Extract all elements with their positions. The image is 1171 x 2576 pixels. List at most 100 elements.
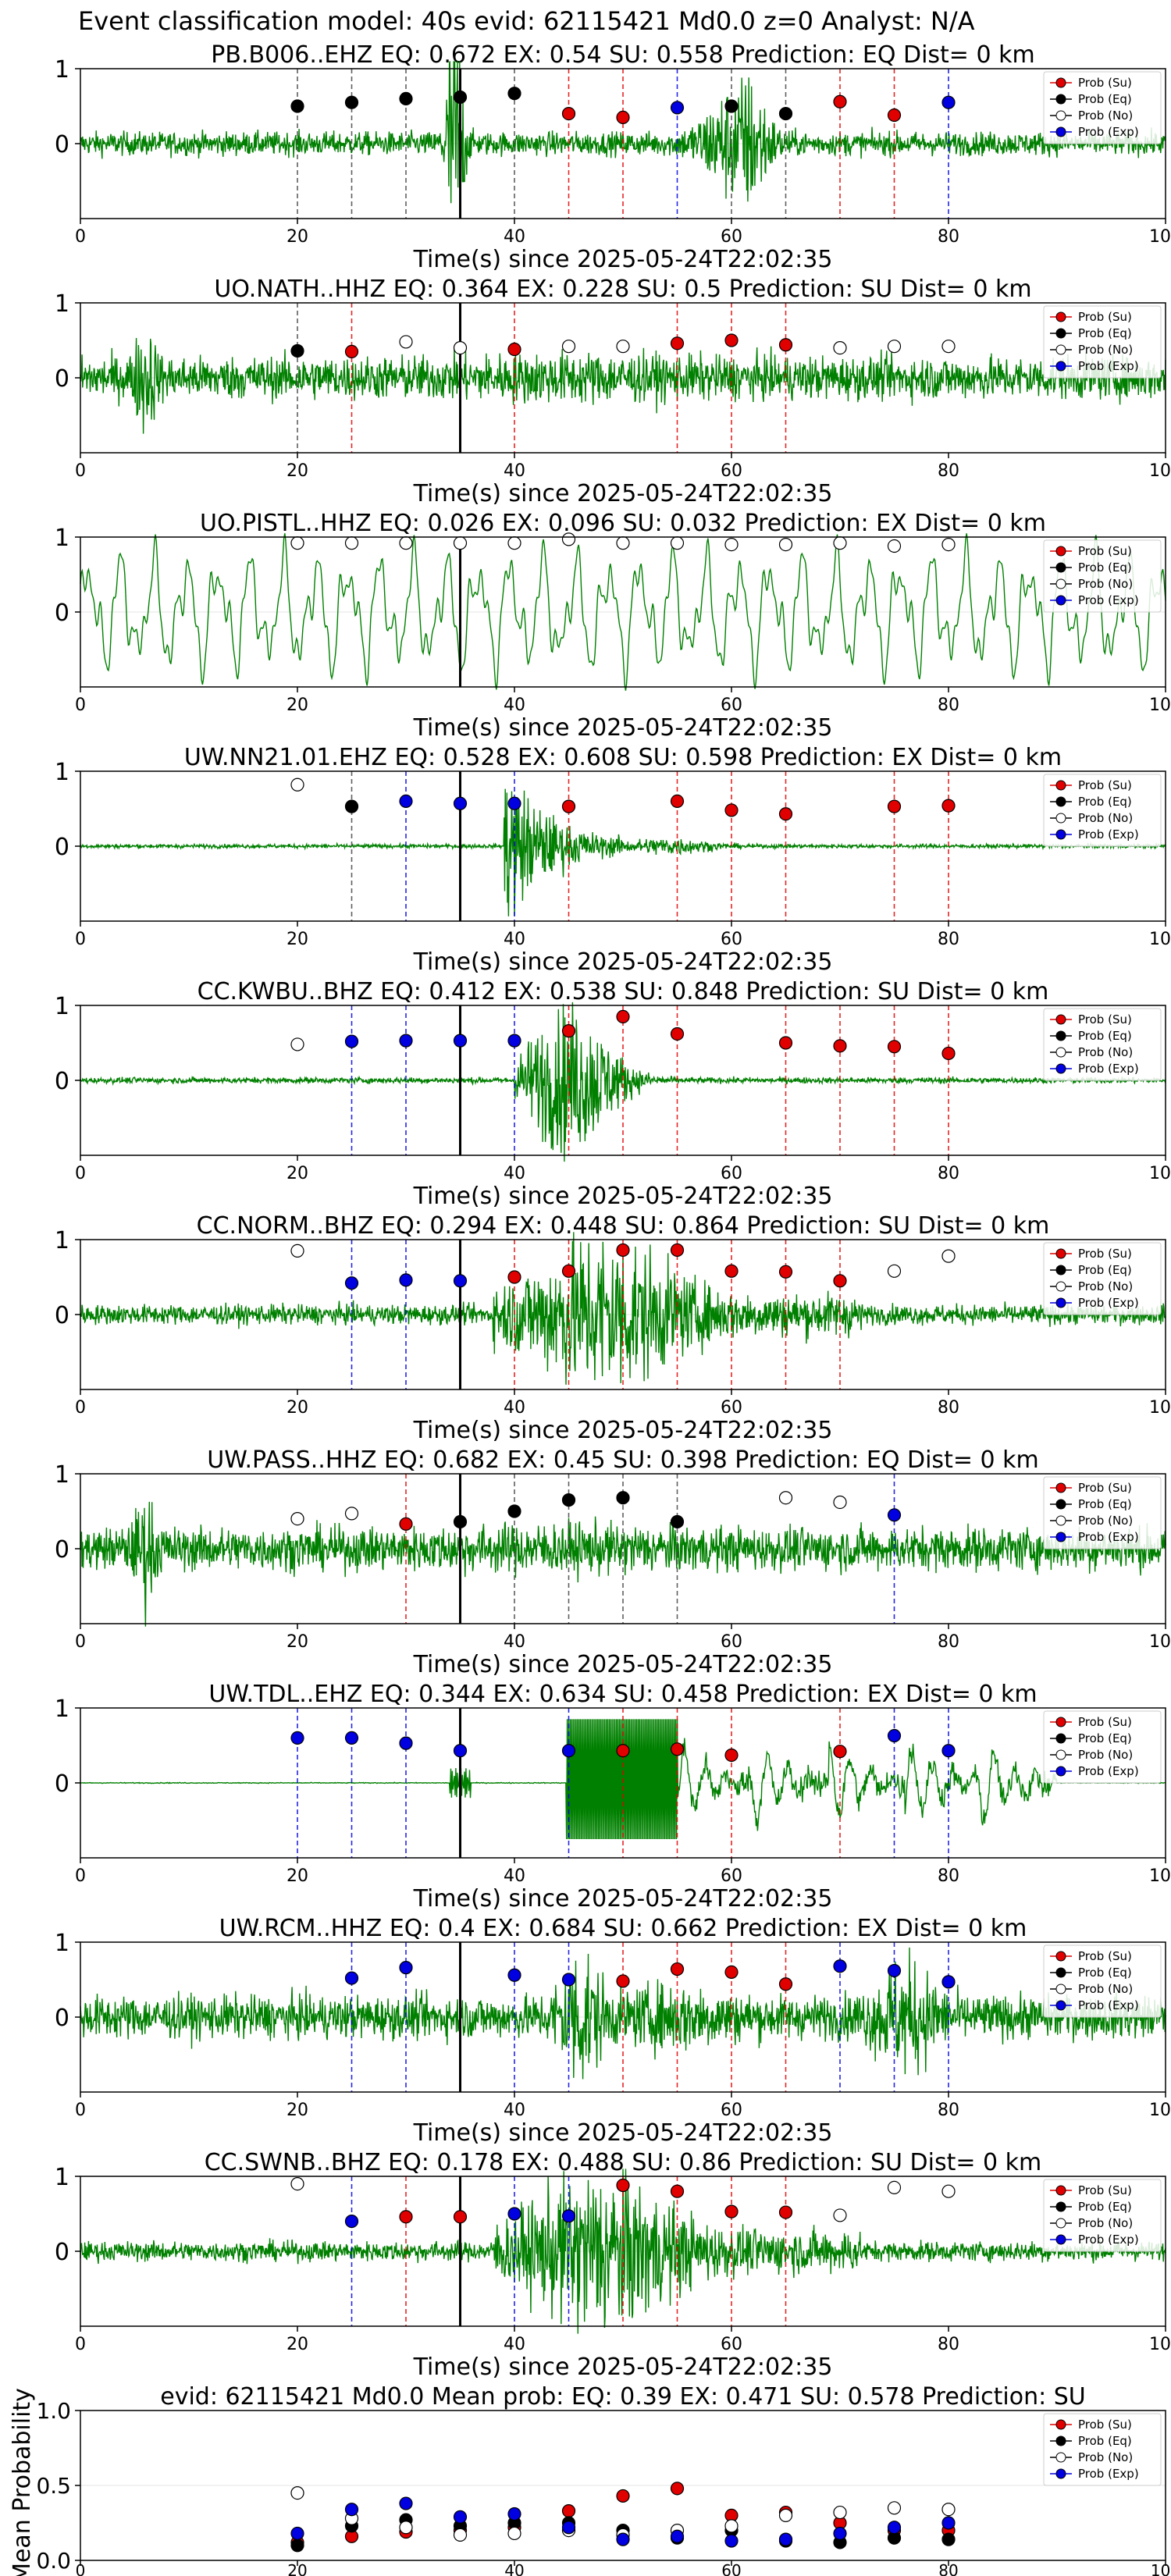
x-tick-label: 20: [287, 227, 308, 247]
prob-point: [724, 803, 739, 817]
y-axis-label: Mean Probability: [9, 2388, 36, 2576]
legend-box: [1043, 774, 1162, 847]
legend-label: Prob (Exp): [1078, 1530, 1139, 1544]
legend-marker: [1055, 1281, 1066, 1292]
legend-marker: [1055, 1047, 1066, 1058]
station-panel: CC.SWNB..BHZ EQ: 0.178 EX: 0.488 SU: 0.8…: [55, 2149, 1171, 2381]
prob-point: [670, 2184, 685, 2198]
x-tick-label: 80: [938, 696, 959, 715]
prob-point: [507, 1968, 521, 1982]
x-tick-label: 0: [75, 1866, 86, 1886]
legend-label: Prob (No): [1078, 1748, 1133, 1762]
prob-point: [399, 1961, 413, 1975]
prob-point: [507, 2207, 521, 2221]
prob-point: [941, 340, 956, 354]
prob-point: [290, 343, 304, 358]
prob-point: [453, 1744, 468, 1758]
prob-point: [670, 1026, 685, 1041]
panel-title: UW.PASS..HHZ EQ: 0.682 EX: 0.45 SU: 0.39…: [207, 1446, 1038, 1474]
legend-marker: [1055, 2185, 1066, 2196]
prob-point: [507, 1270, 521, 1284]
mean-prob-point: [887, 2501, 902, 2515]
mean-prob-point: [778, 2532, 793, 2546]
mean-prob-point: [616, 2532, 630, 2546]
prob-point: [507, 87, 521, 101]
legend-box: [1043, 2179, 1162, 2252]
prob-point: [833, 536, 847, 550]
y-tick-label: 0.5: [36, 2473, 71, 2499]
legend-label: Prob (Exp): [1078, 1296, 1139, 1310]
prob-point: [724, 1748, 739, 1763]
prob-point: [290, 99, 304, 113]
legend-label: Prob (No): [1078, 343, 1133, 357]
prob-point: [561, 532, 576, 546]
x-tick-label: 20: [287, 930, 308, 949]
station-panel: UW.TDL..EHZ EQ: 0.344 EX: 0.634 SU: 0.45…: [55, 1681, 1171, 1912]
legend-label: Prob (Su): [1078, 310, 1132, 324]
station-panel: CC.NORM..BHZ EQ: 0.294 EX: 0.448 SU: 0.8…: [55, 1212, 1171, 1444]
panel-title: UW.NN21.01.EHZ EQ: 0.528 EX: 0.608 SU: 0…: [184, 744, 1062, 771]
x-tick-label: 0: [75, 1398, 86, 1418]
mean-prob-point: [290, 2486, 304, 2500]
prob-point: [670, 1962, 685, 1976]
x-tick-label: 0: [75, 1632, 86, 1652]
legend-marker: [1055, 2452, 1066, 2463]
legend-marker: [1055, 77, 1066, 88]
prob-point: [670, 1243, 685, 1258]
prob-point: [724, 1965, 739, 1979]
prob-point: [344, 1731, 359, 1745]
x-axis-label: Time(s) since 2025-05-24T22:02:35: [413, 1183, 833, 1210]
x-tick-label: 40: [504, 1398, 525, 1418]
x-tick-label: 40: [504, 2561, 524, 2576]
prob-point: [453, 796, 468, 810]
legend: Prob (Su) Prob (Eq) Prob (No) Prob (Exp): [1043, 2413, 1162, 2486]
x-tick-label: 0: [75, 930, 86, 949]
legend-label: Prob (No): [1078, 2450, 1133, 2464]
x-tick-label: 60: [721, 696, 742, 715]
x-tick-label: 80: [938, 1164, 959, 1183]
panel-title: UO.NATH..HHZ EQ: 0.364 EX: 0.228 SU: 0.5…: [214, 276, 1031, 303]
x-tick-label: 80: [938, 1632, 959, 1652]
x-tick-label: 40: [504, 1632, 525, 1652]
prob-point: [833, 2208, 847, 2222]
x-axis-label: Time(s) since 2025-05-24T22:02:35: [413, 948, 833, 976]
x-tick-label: 60: [721, 2561, 741, 2576]
prob-point: [941, 1046, 956, 1061]
x-tick-label: 60: [721, 1398, 742, 1418]
legend: Prob (Su) Prob (Eq) Prob (No) Prob (Exp): [1043, 1242, 1162, 1315]
legend-marker: [1055, 1265, 1066, 1276]
prob-point: [507, 342, 521, 357]
prob-point: [778, 1977, 793, 1991]
prob-point: [833, 1274, 847, 1288]
legend-label: Prob (Su): [1078, 778, 1132, 792]
legend-label: Prob (Eq): [1078, 2200, 1132, 2214]
legend-marker: [1055, 796, 1066, 807]
mean-prob-point: [453, 2510, 468, 2524]
legend-label: Prob (No): [1078, 109, 1133, 123]
prob-point: [290, 2177, 304, 2191]
legend-box: [1043, 1242, 1162, 1315]
prob-point: [290, 1244, 304, 1258]
mean-prob-point: [344, 2503, 359, 2517]
y-tick-label: 0: [55, 1536, 69, 1564]
prob-point: [399, 91, 413, 106]
prob-point: [507, 1034, 521, 1048]
legend-label: Prob (Eq): [1078, 1029, 1132, 1043]
prob-point: [724, 2204, 739, 2218]
y-tick-label: 1: [55, 1227, 69, 1254]
prob-point: [941, 2184, 956, 2198]
x-tick-label: 0: [75, 461, 86, 481]
mean-prob-point: [670, 2529, 685, 2543]
x-tick-label: 80: [938, 2561, 958, 2576]
x-tick-label: 40: [504, 696, 525, 715]
x-tick-label: 40: [504, 2335, 525, 2354]
x-axis-label: Time(s) since 2025-05-24T22:02:35: [413, 246, 833, 273]
prob-point: [670, 1742, 685, 1756]
legend: Prob (Su) Prob (Eq) Prob (No) Prob (Exp): [1043, 305, 1162, 379]
prob-point: [616, 1009, 630, 1024]
legend-label: Prob (Eq): [1078, 1497, 1132, 1511]
legend-label: Prob (Eq): [1078, 92, 1132, 106]
x-tick-label: 100: [1151, 2561, 1171, 2576]
x-tick-label: 40: [504, 461, 525, 481]
